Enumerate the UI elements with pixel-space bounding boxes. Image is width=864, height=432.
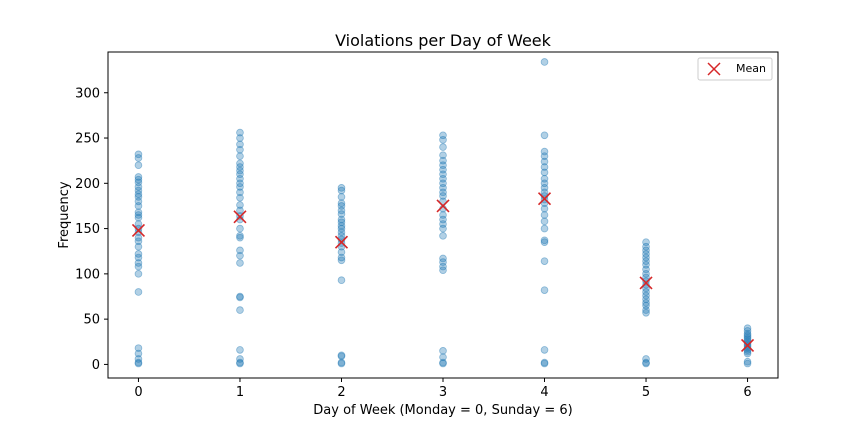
y-tick-label: 150 (75, 222, 100, 237)
scatter-point (135, 263, 142, 270)
scatter-point (237, 225, 244, 232)
scatter-point (541, 212, 548, 219)
x-tick-label: 3 (439, 385, 447, 400)
scatter-point (237, 153, 244, 160)
scatter-point (338, 353, 345, 360)
y-tick-label: 100 (75, 267, 100, 282)
scatter-point (338, 187, 345, 194)
scatter-point (338, 193, 345, 200)
scatter-point (237, 252, 244, 259)
scatter-point (135, 162, 142, 169)
scatter-point (744, 350, 751, 357)
scatter-point (135, 155, 142, 162)
scatter-point (135, 289, 142, 296)
scatter-point (135, 243, 142, 250)
scatter-point (237, 347, 244, 354)
y-tick-label: 50 (83, 313, 100, 328)
scatter-point (135, 360, 142, 367)
scatter-point (338, 257, 345, 264)
scatter-point (541, 360, 548, 367)
y-axis-label: Frequency (57, 181, 72, 248)
scatter-point (541, 347, 548, 354)
scatter-point (440, 267, 447, 274)
x-tick-label: 0 (134, 385, 142, 400)
scatter-point (237, 146, 244, 153)
y-tick-label: 0 (92, 358, 100, 373)
scatter-point (541, 59, 548, 66)
scatter-point (541, 218, 548, 225)
scatter-point (541, 132, 548, 139)
scatter-point (541, 225, 548, 232)
chart-title: Violations per Day of Week (335, 31, 552, 50)
y-tick-label: 200 (75, 177, 100, 192)
scatter-point (237, 135, 244, 142)
legend: Mean (698, 58, 772, 80)
scatter-point (237, 294, 244, 301)
scatter-point (135, 214, 142, 221)
scatter-point (541, 239, 548, 246)
x-axis-label: Day of Week (Monday = 0, Sunday = 6) (313, 403, 572, 418)
scatter-point (440, 144, 447, 151)
scatter-point (440, 232, 447, 239)
scatter-point (643, 309, 650, 316)
scatter-point (237, 234, 244, 241)
scatter-point (744, 360, 751, 367)
x-tick-label: 1 (236, 385, 244, 400)
scatter-point (541, 258, 548, 265)
scatter-point (541, 169, 548, 176)
scatter-point (440, 347, 447, 354)
y-tick-label: 250 (75, 132, 100, 147)
scatter-point (237, 307, 244, 314)
scatter-point (440, 360, 447, 367)
scatter-point (643, 360, 650, 367)
x-tick-label: 2 (337, 385, 345, 400)
scatter-point (541, 287, 548, 294)
scatter-point (135, 203, 142, 210)
scatter-point (338, 360, 345, 367)
scatter-point (338, 277, 345, 284)
scatter-point (440, 136, 447, 143)
scatter-point (237, 260, 244, 267)
scatter-point (135, 270, 142, 277)
x-tick-label: 6 (743, 385, 751, 400)
scatter-point (440, 225, 447, 232)
scatter-point (237, 194, 244, 201)
scatter-point (541, 205, 548, 212)
y-tick-label: 300 (75, 86, 100, 101)
x-tick-label: 5 (642, 385, 650, 400)
scatter-point (237, 360, 244, 367)
x-tick-label: 4 (540, 385, 548, 400)
legend-mean-label: Mean (736, 62, 766, 75)
